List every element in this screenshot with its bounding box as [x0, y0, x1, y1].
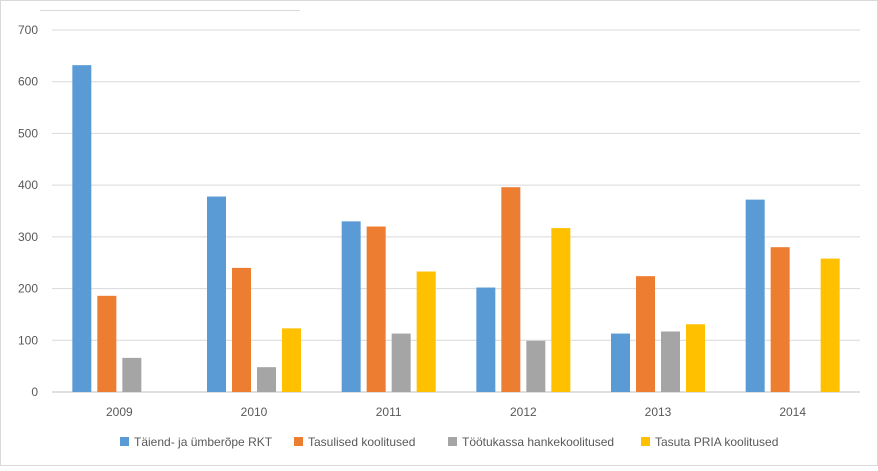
y-tick-label: 600: [18, 75, 38, 89]
x-axis: 2009 2010 2011 2012 2013 2014: [106, 405, 806, 419]
legend-label: Täiend- ja ümberõpe RKT: [134, 435, 273, 449]
bar-2013-series-1: [611, 333, 630, 392]
y-tick-label: 500: [18, 126, 38, 140]
bar-2011-series-2: [366, 226, 386, 392]
legend-swatch: [120, 437, 129, 446]
bar-2010-series-4: [282, 328, 301, 392]
y-tick-label: 400: [18, 178, 38, 192]
legend: Täiend- ja ümberõpe RKT Tasulised koolitu…: [120, 435, 778, 449]
y-tick-label: 300: [18, 230, 38, 244]
bar-2012-series-4: [551, 228, 571, 392]
bar-2009-series-2: [97, 295, 117, 392]
bar-2013-series-4: [686, 324, 705, 392]
legend-label: Tasuta PRIA koolitused: [655, 435, 778, 449]
bar-2013-series-3: [661, 331, 680, 392]
bar-2010-series-3: [257, 367, 276, 392]
x-tick-label: 2013: [645, 405, 672, 419]
y-tick-label: 200: [18, 282, 38, 296]
bar-2011-series-1: [341, 221, 361, 392]
y-tick-label: 100: [18, 333, 38, 347]
legend-swatch: [448, 437, 457, 446]
bar-2011-series-3: [391, 333, 411, 392]
x-tick-label: 2010: [241, 405, 268, 419]
bars: [72, 65, 840, 392]
y-axis: 0 100 200 300 400 500 600 700: [18, 23, 38, 399]
legend-label: Töötukassa hankekoolitused: [462, 435, 614, 449]
legend-swatch: [641, 437, 650, 446]
bar-2010-series-2: [232, 267, 251, 392]
bar-2013-series-2: [636, 276, 655, 392]
y-tick-label: 700: [18, 23, 38, 37]
legend-swatch: [294, 437, 303, 446]
bar-2012-series-1: [476, 287, 496, 392]
bar-2012-series-3: [526, 340, 546, 392]
x-tick-label: 2011: [376, 405, 402, 419]
legend-label: Tasulised koolitused: [308, 435, 415, 449]
bar-2009-series-1: [72, 65, 92, 392]
bar-2011-series-4: [416, 271, 436, 392]
bar-2014-series-1: [745, 199, 765, 392]
bar-2014-series-2: [770, 247, 790, 392]
bar-2010-series-1: [207, 196, 226, 392]
bar-2009-series-3: [122, 357, 142, 392]
y-tick-label: 0: [31, 385, 38, 399]
x-tick-label: 2014: [779, 405, 806, 419]
x-tick-label: 2012: [510, 405, 537, 419]
bar-2012-series-2: [501, 187, 521, 392]
x-tick-label: 2009: [106, 405, 133, 419]
bar-2014-series-4: [820, 258, 840, 392]
gridlines: [52, 29, 860, 393]
